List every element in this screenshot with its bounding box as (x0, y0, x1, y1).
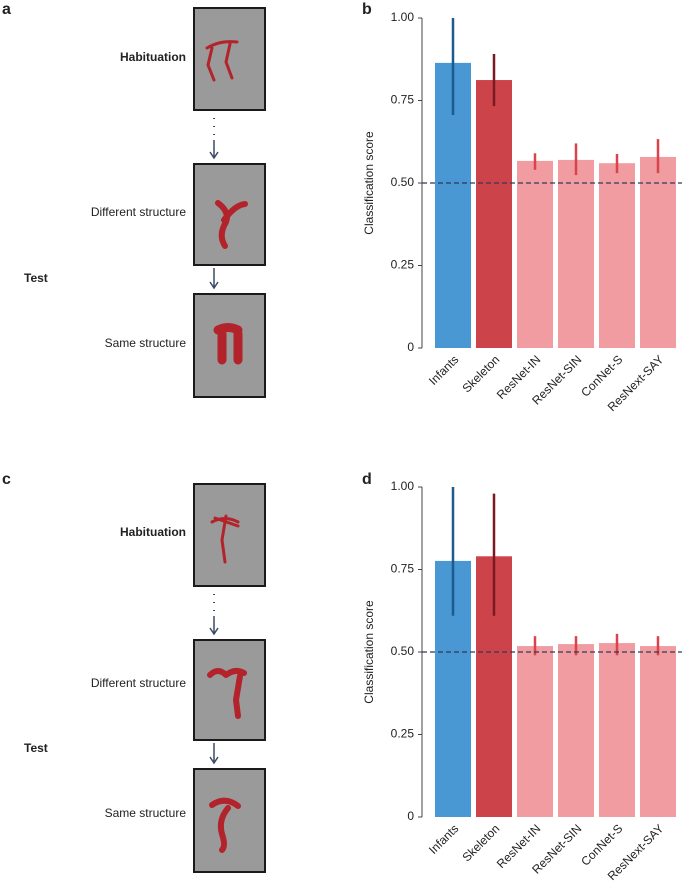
label: Test (24, 271, 48, 285)
stimulus-box (193, 7, 266, 111)
stimulus-box (193, 163, 266, 266)
stimulus (210, 514, 240, 564)
label: Same structure (105, 336, 187, 350)
panel-label: d (362, 471, 372, 488)
stimulus-box (193, 483, 266, 587)
label: Habituation (120, 525, 186, 539)
stimulus (209, 797, 241, 853)
diagram: Habituation Different structure Test Sam… (24, 7, 266, 398)
y-axis-label: Classification score (362, 600, 376, 704)
stimulus-box (193, 293, 266, 398)
y-tick-label: 1.00 (391, 10, 415, 24)
bar (640, 646, 676, 817)
y-tick-label: 0.50 (391, 644, 415, 658)
label: Test (24, 741, 48, 755)
arrow (209, 140, 219, 160)
label: Same structure (105, 806, 187, 820)
bar (517, 646, 553, 817)
bar (640, 156, 676, 348)
stimulus (205, 40, 239, 82)
bar (558, 644, 594, 817)
stimulus-box (193, 639, 266, 741)
arrow (209, 743, 219, 765)
y-tick-label: 0.25 (391, 727, 415, 741)
panel-label: c (2, 471, 11, 488)
label: Different structure (91, 676, 186, 690)
bar (558, 159, 594, 348)
y-tick-label: 1.00 (391, 479, 415, 493)
x-tick-label: Infants (426, 821, 461, 856)
bar (476, 80, 512, 348)
y-axis-label: Classification score (362, 131, 376, 235)
arrow (209, 268, 219, 290)
panel-label: b (362, 1, 372, 18)
bar (599, 643, 635, 817)
label: Different structure (91, 205, 186, 219)
diagram: Habituation Different structure Test Sam… (24, 483, 266, 873)
y-tick-label: 0.25 (391, 258, 415, 272)
arrow (209, 616, 219, 636)
y-tick-label: 0 (407, 340, 414, 354)
stimulus (213, 323, 243, 365)
label: Habituation (120, 50, 186, 64)
y-tick-label: 0.75 (391, 562, 415, 576)
y-tick-label: 0.50 (391, 175, 415, 189)
stimulus-box (193, 768, 266, 873)
panel-label: a (2, 1, 11, 18)
stimulus (215, 200, 248, 249)
y-tick-label: 0.75 (391, 93, 415, 107)
bar (599, 163, 635, 348)
y-tick-label: 0 (407, 809, 414, 823)
stimulus (207, 667, 247, 719)
bar (517, 160, 553, 348)
x-tick-label: Infants (426, 352, 461, 387)
